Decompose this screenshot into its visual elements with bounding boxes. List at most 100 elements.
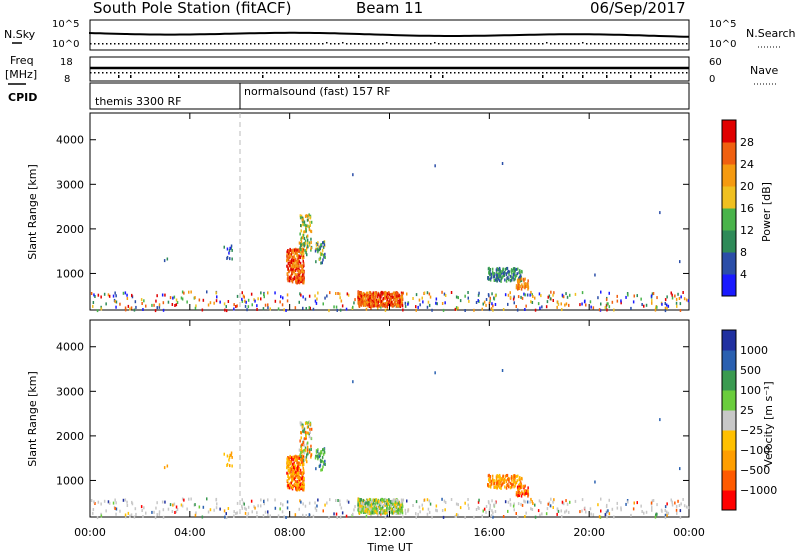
power-cell: [671, 293, 673, 297]
velocity-cell: [654, 515, 657, 519]
velocity-cell: [519, 478, 521, 482]
power-cell: [236, 294, 239, 298]
nsearch-point: [138, 43, 140, 45]
power-cell: [299, 261, 302, 265]
x-tick-label: 00:00: [673, 526, 705, 539]
velocity-cell: [298, 476, 300, 480]
power-cell: [300, 248, 302, 252]
power-colorbar-tick: 4: [740, 268, 747, 281]
nsearch-point: [330, 43, 332, 45]
velocity-cell: [143, 506, 145, 510]
velocity-cell: [508, 485, 510, 489]
velocity-cell: [291, 472, 294, 476]
velocity-cell: [385, 502, 388, 506]
power-cell: [371, 301, 374, 305]
nsearch-point: [382, 43, 384, 45]
velocity-cell: [306, 441, 309, 445]
power-cell: [300, 240, 303, 244]
velocity-cell: [244, 506, 246, 510]
nave-point: [182, 72, 184, 74]
nsearch-point: [478, 43, 480, 45]
velocity-cell: [360, 501, 363, 505]
nave-point: [114, 72, 116, 74]
power-cell: [314, 294, 316, 298]
power-cell: [389, 296, 391, 300]
velocity-cell: [307, 421, 309, 425]
velocity-cell: [295, 470, 297, 474]
velocity-cell: [419, 510, 421, 514]
velocity-cell: [390, 504, 392, 508]
velocity-cell: [402, 498, 404, 502]
velocity-cell: [323, 462, 325, 466]
velocity-cell: [122, 498, 125, 502]
power-cell: [392, 295, 394, 299]
velocity-cell: [96, 516, 99, 520]
velocity-cell: [297, 476, 299, 479]
velocity-cell: [308, 435, 311, 439]
power-cell: [401, 304, 404, 308]
power-cell: [457, 296, 459, 300]
power-cell: [494, 279, 496, 282]
velocity-cell: [310, 427, 313, 431]
velocity-cell: [441, 497, 443, 501]
power-cell: [656, 296, 658, 300]
nave-point: [578, 72, 580, 74]
nsearch-point: [410, 43, 412, 45]
velocity-cell: [392, 511, 394, 515]
nsearch-point: [386, 42, 388, 44]
power-cell: [620, 301, 622, 305]
nave-point: [422, 72, 424, 74]
power-cell: [172, 296, 174, 300]
nsearch-point: [146, 43, 148, 45]
power-cell: [522, 277, 525, 281]
velocity-cell: [162, 515, 165, 519]
power-cell: [524, 308, 526, 311]
velocity-cell: [256, 515, 258, 518]
nave-point: [166, 72, 168, 74]
nave-point: [530, 72, 532, 74]
freq-hi: 18: [60, 57, 73, 68]
nsearch-point: [130, 43, 132, 45]
velocity-cell: [397, 501, 400, 505]
velocity-cell: [223, 509, 226, 513]
power-cell: [302, 248, 304, 252]
power-cell: [299, 232, 301, 236]
velocity-colorbar-tick: −100: [740, 444, 770, 457]
power-cell: [664, 306, 667, 310]
nave-point: [306, 72, 308, 74]
power-cell: [399, 299, 401, 303]
power-cell: [611, 300, 614, 304]
power-cell: [679, 260, 681, 264]
power-cell: [369, 301, 371, 305]
velocity-cell: [323, 447, 325, 451]
power-cell: [590, 305, 592, 309]
power-cell: [115, 305, 117, 309]
power-cell: [297, 272, 300, 276]
nave-point: [158, 72, 160, 74]
cpid-segment-2: normalsound (fast) 157 RF: [244, 85, 391, 98]
power-cell: [507, 293, 510, 297]
velocity-cell: [676, 511, 678, 515]
velocity-cell: [369, 510, 372, 514]
velocity-cell: [426, 498, 429, 502]
velocity-cell: [389, 503, 391, 507]
velocity-cell: [664, 505, 667, 509]
velocity-cell: [320, 450, 322, 453]
nsearch-point: [534, 43, 536, 45]
power-cell: [308, 306, 311, 310]
nsearch-point: [102, 43, 104, 45]
velocity-cell: [377, 505, 379, 509]
nave-point: [154, 72, 156, 74]
velocity-cell: [100, 502, 102, 506]
power-cell: [188, 290, 190, 294]
power-cell: [315, 247, 317, 251]
nave-point: [646, 72, 648, 74]
power-cell: [679, 309, 682, 312]
power-cell: [352, 305, 354, 309]
velocity-cell: [369, 503, 371, 507]
velocity-cell: [304, 446, 307, 450]
power-cell: [391, 292, 393, 296]
velocity-cell: [286, 460, 289, 464]
velocity-cell: [487, 474, 490, 478]
power-cell: [335, 305, 338, 309]
